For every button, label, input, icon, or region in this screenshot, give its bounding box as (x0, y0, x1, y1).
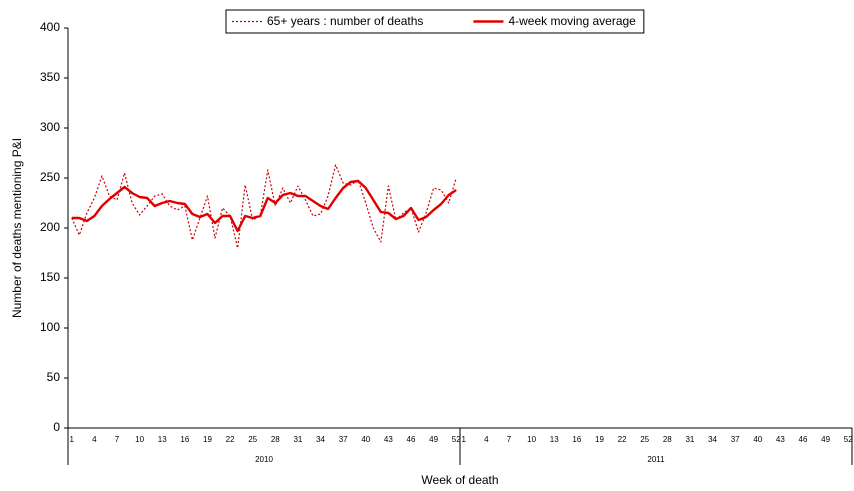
x-tick-label: 10 (135, 435, 144, 444)
x-tick-label: 31 (685, 435, 694, 444)
legend-label: 4-week moving average (508, 14, 636, 28)
legend-label: 65+ years : number of deaths (267, 14, 423, 28)
x-tick-label: 52 (844, 435, 853, 444)
series-line (71, 179, 457, 233)
x-tick-label: 16 (572, 435, 581, 444)
x-tick-label: 49 (821, 435, 830, 444)
x-tick-label: 25 (640, 435, 649, 444)
group-label: 2011 (647, 455, 665, 464)
x-tick-label: 13 (550, 435, 559, 444)
x-tick-label: 19 (203, 435, 212, 444)
x-tick-label: 1 (70, 435, 75, 444)
y-tick-label: 0 (53, 420, 60, 434)
x-tick-label: 43 (776, 435, 785, 444)
y-axis-label: Number of deaths mentioning P&I (10, 138, 24, 318)
x-tick-label: 4 (484, 435, 489, 444)
x-tick-label: 1 (462, 435, 467, 444)
x-tick-label: 7 (115, 435, 120, 444)
series-line (71, 164, 457, 249)
y-tick-label: 150 (40, 270, 60, 284)
x-tick-label: 37 (731, 435, 740, 444)
y-tick-label: 250 (40, 170, 60, 184)
x-tick-label: 43 (384, 435, 393, 444)
x-tick-label: 10 (527, 435, 536, 444)
x-tick-label: 49 (429, 435, 438, 444)
x-axis-label: Week of death (421, 473, 498, 487)
y-tick-label: 300 (40, 120, 60, 134)
y-tick-label: 350 (40, 70, 60, 84)
x-tick-label: 22 (618, 435, 627, 444)
x-tick-label: 28 (271, 435, 280, 444)
x-tick-label: 19 (595, 435, 604, 444)
x-tick-label: 40 (361, 435, 370, 444)
x-tick-label: 28 (663, 435, 672, 444)
x-tick-label: 7 (507, 435, 512, 444)
group-label: 2010 (255, 455, 273, 464)
y-tick-label: 400 (40, 20, 60, 34)
y-tick-label: 200 (40, 220, 60, 234)
x-tick-label: 25 (248, 435, 257, 444)
x-tick-label: 37 (339, 435, 348, 444)
x-tick-label: 46 (407, 435, 416, 444)
x-tick-label: 31 (293, 435, 302, 444)
x-tick-label: 34 (316, 435, 325, 444)
x-tick-label: 4 (92, 435, 97, 444)
x-tick-label: 52 (452, 435, 461, 444)
x-tick-label: 16 (180, 435, 189, 444)
x-tick-label: 40 (753, 435, 762, 444)
y-tick-label: 100 (40, 320, 60, 334)
y-tick-label: 50 (47, 370, 61, 384)
x-tick-label: 13 (158, 435, 167, 444)
legend (225, 9, 645, 34)
x-tick-label: 34 (708, 435, 717, 444)
x-tick-label: 22 (226, 435, 235, 444)
x-tick-label: 46 (799, 435, 808, 444)
